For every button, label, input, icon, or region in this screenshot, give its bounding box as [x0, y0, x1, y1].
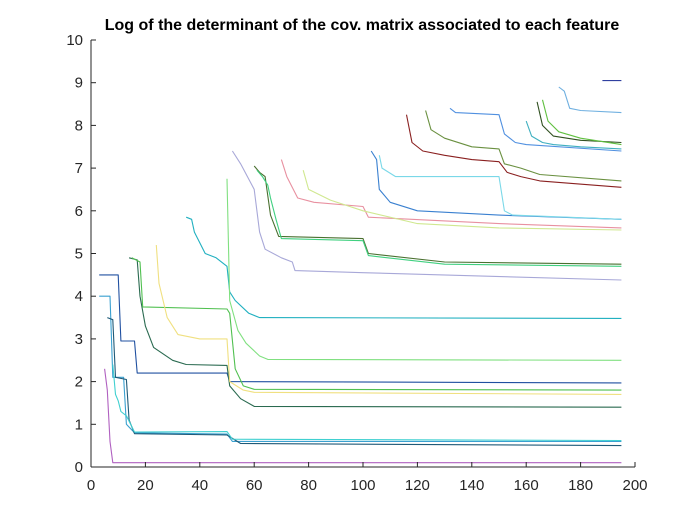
y-ticks: 0 1 2 3 4 5 6 7 8 9 10 — [66, 32, 96, 476]
axes — [90, 40, 635, 468]
y-tick-label: 1 — [75, 416, 83, 433]
x-tick-label: 160 — [514, 477, 539, 494]
series-line-21 — [525, 120, 622, 150]
y-tick-label: 7 — [75, 160, 83, 177]
series-line-1 — [104, 368, 622, 464]
series-line-12 — [253, 165, 622, 265]
series-line-23 — [541, 99, 622, 146]
series-line-8 — [155, 244, 622, 395]
series-line-13 — [256, 169, 622, 267]
series-line-10 — [226, 178, 622, 361]
y-tick-label: 6 — [75, 203, 83, 220]
x-tick-label: 140 — [459, 477, 484, 494]
x-tick-label: 200 — [622, 477, 647, 494]
chart-title: Log of the determinant of the cov. matri… — [105, 17, 620, 34]
series-line-15 — [302, 170, 622, 231]
series-line-7 — [131, 257, 622, 391]
series-line-22 — [536, 101, 622, 144]
x-tick-label: 120 — [405, 477, 430, 494]
series-line-19 — [425, 110, 622, 182]
x-tick-label: 80 — [300, 477, 317, 494]
x-tick-label: 40 — [191, 477, 208, 494]
series-line-11 — [231, 150, 622, 281]
series-line-9 — [186, 216, 622, 319]
series-line-20 — [449, 107, 622, 152]
series-line-16 — [370, 150, 622, 220]
series-line-6 — [128, 257, 622, 408]
y-tick-label: 3 — [75, 331, 83, 348]
y-tick-label: 10 — [66, 32, 83, 49]
series-layer — [99, 80, 622, 464]
series-line-24 — [558, 86, 622, 114]
x-ticks: 0 20 40 60 80 100 120 140 160 180 200 — [87, 462, 648, 494]
y-tick-label: 2 — [75, 374, 83, 391]
x-tick-label: 0 — [87, 477, 95, 494]
y-tick-label: 5 — [75, 246, 83, 263]
y-tick-label: 9 — [75, 75, 83, 92]
series-line-14 — [280, 159, 622, 229]
series-line-18 — [405, 114, 622, 188]
series-line-5 — [112, 364, 622, 442]
series-line-17 — [378, 155, 622, 220]
x-tick-label: 60 — [246, 477, 263, 494]
y-tick-label: 4 — [75, 288, 83, 305]
x-tick-label: 100 — [350, 477, 375, 494]
x-tick-label: 180 — [568, 477, 593, 494]
x-tick-label: 20 — [137, 477, 154, 494]
y-tick-label: 0 — [75, 459, 83, 476]
series-line-2 — [99, 274, 622, 384]
y-tick-label: 8 — [75, 117, 83, 134]
series-line-3 — [99, 295, 622, 442]
